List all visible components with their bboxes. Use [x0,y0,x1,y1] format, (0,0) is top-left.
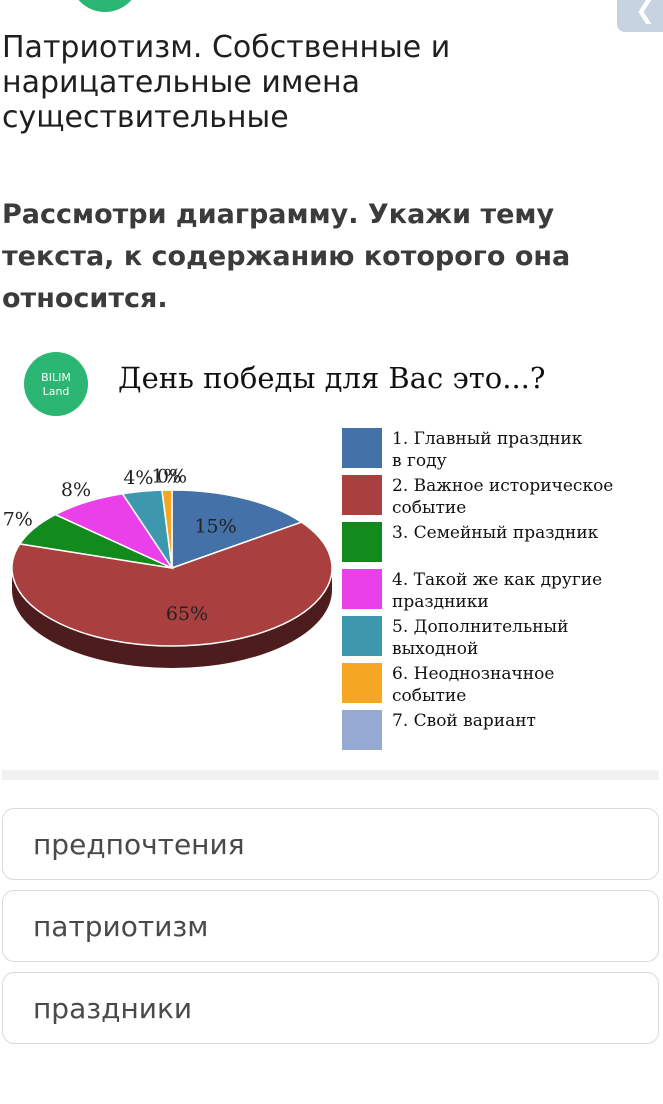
legend-label-4: 4. Такой же как другие [392,570,602,590]
chart-figure: BILIM Land День победы для Вас это...? 1… [2,340,659,780]
bilimland-logo [24,352,88,416]
legend-label-7: 7. Свой вариант [392,711,536,731]
logo-text-line2: Land [43,385,70,398]
answer-options: предпочтения патриотизм праздники [2,808,659,1054]
legend-swatch-5 [342,616,382,656]
pie-value-label-4: 8% [61,479,91,501]
top-badge [70,0,140,12]
legend-label-4: праздники [392,592,489,612]
pie-slice-2 [11,521,333,647]
logo-text-line1: BILIM [41,371,71,384]
legend-swatch-2 [342,475,382,515]
legend-swatch-4 [342,569,382,609]
pie-value-label-1: 15% [194,515,236,537]
pie-slice-1 [171,489,304,570]
answer-option-holidays[interactable]: праздники [2,972,659,1044]
close-button[interactable]: ❮ [617,0,663,32]
pie-value-label-2: 65% [166,603,208,625]
chart-title: День победы для Вас это...? [118,361,545,395]
legend-label-6: событие [392,686,466,706]
legend-swatch-6 [342,663,382,703]
legend-label-3: 3. Семейный праздник [392,523,599,543]
legend-label-2: 2. Важное историческое [392,476,613,496]
pie-slice-6 [161,489,173,569]
figure-bottom-strip [2,770,659,780]
pie-value-label-6: 1% [151,466,181,488]
pie-side-2 [12,568,332,668]
chevron-left-icon: ❮ [634,0,656,24]
legend-label-1: 1. Главный праздник [392,429,583,449]
legend-swatch-1 [342,428,382,468]
pie-value-label-5: 4% [123,467,153,489]
legend-label-5: выходной [392,639,478,659]
legend-label-6: 6. Неоднозначное [392,664,554,684]
lesson-title: Патриотизм. Собственные и нарицательные … [2,30,451,135]
pie-value-label-7: 0% [157,466,187,488]
legend-label-5: 5. Дополнительный [392,617,568,637]
task-instruction: Рассмотри диаграмму. Укажи тему текста, … [2,199,571,314]
legend-swatch-7 [342,710,382,750]
legend-label-2: событие [392,498,466,518]
legend-swatch-3 [342,522,382,562]
pie-value-label-3: 7% [3,509,33,531]
answer-option-patriotism[interactable]: патриотизм [2,890,659,962]
pie-chart: BILIM Land День победы для Вас это...? 1… [3,352,613,750]
legend-label-1: в году [392,451,447,471]
answer-option-preferences[interactable]: предпочтения [2,808,659,880]
